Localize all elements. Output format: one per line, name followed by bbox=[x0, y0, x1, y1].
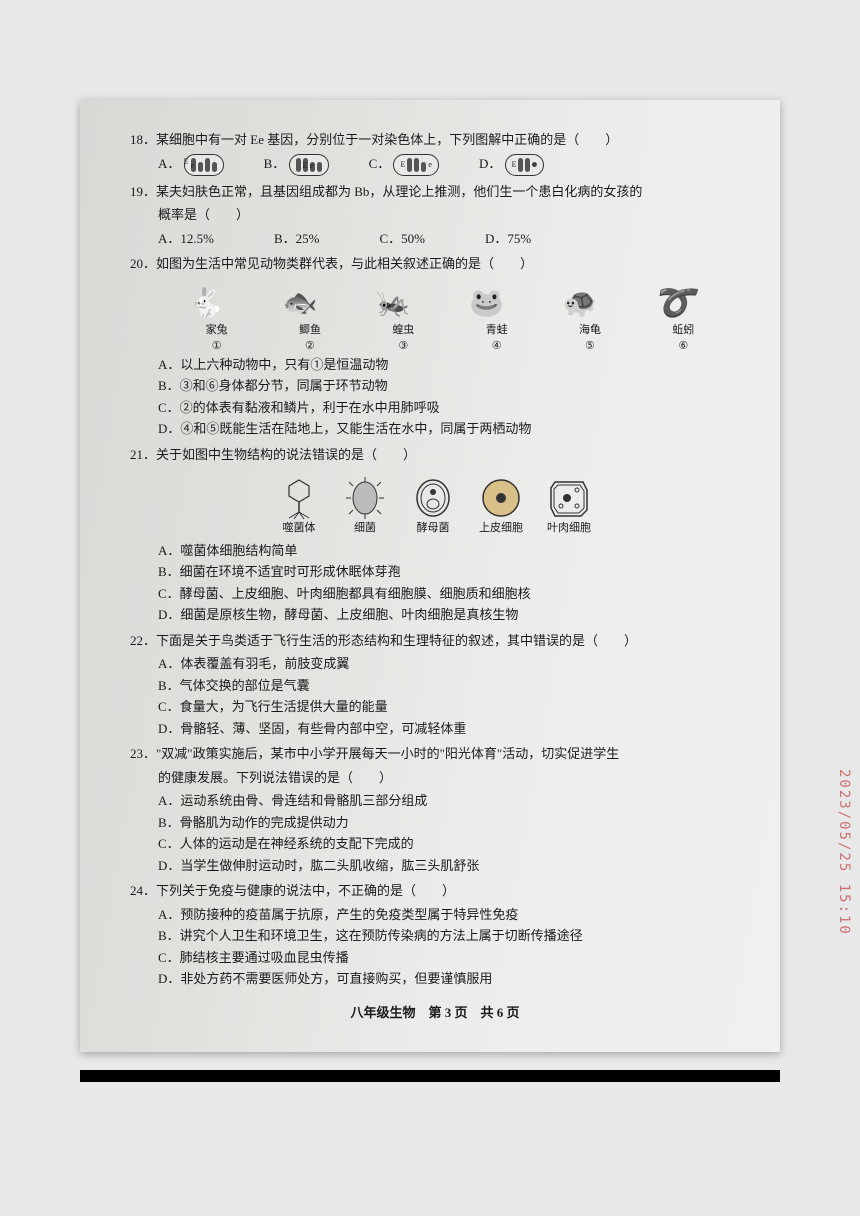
question-18: 18．某细胞中有一对 Ee 基因，分别位于一对染色体上，下列图解中正确的是（ ）… bbox=[130, 130, 740, 176]
question-24: 24．下列关于免疫与健康的说法中，不正确的是（ ） A．预防接种的疫苗属于抗原，… bbox=[130, 881, 740, 989]
q24-opt-b: B．讲究个人卫生和环境卫生，这在预防传染病的方法上属于切断传播途径 bbox=[130, 926, 740, 946]
epithelial-icon bbox=[479, 476, 523, 520]
q19-opt-b: B．25% bbox=[274, 229, 320, 249]
frog-icon: 🐸 bbox=[457, 286, 517, 322]
q21-opt-c: C．酵母菌、上皮细胞、叶肉细胞都具有细胞膜、细胞质和细胞核 bbox=[130, 584, 740, 604]
q18-opt-c: C． E e bbox=[369, 154, 439, 176]
q19-stem2: 概率是（ ） bbox=[130, 205, 740, 225]
yeast-icon bbox=[411, 476, 455, 520]
q21-opt-b: B．细菌在环境不适宜时可形成休眠体芽孢 bbox=[130, 562, 740, 582]
q21-opt-a: A．噬菌体细胞结构简单 bbox=[130, 541, 740, 561]
q22-opt-c: C．食量大，为飞行生活提供大量的能量 bbox=[130, 697, 740, 717]
q18-opt-d: D． Ee bbox=[479, 154, 545, 176]
q22-opt-b: B．气体交换的部位是气囊 bbox=[130, 676, 740, 696]
cell-phage: 噬菌体 bbox=[279, 476, 319, 537]
cell-mesophyll: 叶肉细胞 bbox=[547, 476, 591, 537]
q18-stem: 18．某细胞中有一对 Ee 基因，分别位于一对染色体上，下列图解中正确的是（ ） bbox=[130, 130, 740, 150]
chromosome-diagram-b bbox=[289, 154, 329, 176]
page-shadow-edge bbox=[80, 1070, 780, 1082]
animal-locust: 🦗 蝗虫 ③ bbox=[363, 286, 443, 355]
q20-opt-d: D．④和⑤既能生活在陆地上，又能生活在水中，同属于两栖动物 bbox=[130, 419, 740, 439]
q19-opt-a: A．12.5% bbox=[158, 229, 214, 249]
animal-rabbit: 🐇 家兔 ① bbox=[177, 286, 257, 355]
q21-stem: 21．关于如图中生物结构的说法错误的是（ ） bbox=[130, 445, 740, 465]
q21-opt-d: D．细菌是原核生物，酵母菌、上皮细胞、叶肉细胞是真核生物 bbox=[130, 605, 740, 625]
q23-stem: 23．"双减"政策实施后，某市中小学开展每天一小时的"阳光体育"活动，切实促进学… bbox=[130, 744, 740, 764]
page-footer: 八年级生物 第 3 页 共 6 页 bbox=[130, 1003, 740, 1023]
chromosome-diagram-a bbox=[184, 154, 224, 176]
bacteria-icon bbox=[343, 476, 387, 520]
q23-opt-b: B．骨骼肌为动作的完成提供动力 bbox=[130, 813, 740, 833]
q19-options: A．12.5% B．25% C．50% D．75% bbox=[130, 229, 740, 249]
question-21: 21．关于如图中生物结构的说法错误的是（ ） 噬菌体 bbox=[130, 445, 740, 625]
q22-opt-d: D．骨骼轻、薄、坚固，有些骨内部中空，可减轻体重 bbox=[130, 719, 740, 739]
turtle-icon: 🐢 bbox=[550, 286, 610, 322]
earthworm-icon: ➰ bbox=[643, 286, 703, 322]
q24-opt-c: C．肺结核主要通过吸血昆虫传播 bbox=[130, 948, 740, 968]
q19-stem: 19．某夫妇肤色正常，且基因组成都为 Bb，从理论上推测，他们生一个患白化病的女… bbox=[130, 182, 740, 202]
rabbit-icon: 🐇 bbox=[177, 286, 237, 322]
q22-opt-a: A．体表覆盖有羽毛，前肢变成翼 bbox=[130, 654, 740, 674]
q18-opt-a: A． bbox=[158, 154, 224, 176]
cell-epithelial: 上皮细胞 bbox=[479, 476, 523, 537]
q23-opt-a: A．运动系统由骨、骨连结和骨骼肌三部分组成 bbox=[130, 791, 740, 811]
q22-stem: 22．下面是关于鸟类适于飞行生活的形态结构和生理特征的叙述，其中错误的是（ ） bbox=[130, 631, 740, 651]
q24-stem: 24．下列关于免疫与健康的说法中，不正确的是（ ） bbox=[130, 881, 740, 901]
cell-bacteria: 细菌 bbox=[343, 476, 387, 537]
q23-stem2: 的健康发展。下列说法错误的是（ ） bbox=[130, 768, 740, 788]
q20-opt-b: B．③和⑥身体都分节，同属于环节动物 bbox=[130, 376, 740, 396]
q20-opt-c: C．②的体表有黏液和鳞片，利于在水中用肺呼吸 bbox=[130, 398, 740, 418]
animal-earthworm: ➰ 蚯蚓 ⑥ bbox=[643, 286, 723, 355]
fish-icon: 🐟 bbox=[270, 286, 330, 322]
phage-icon bbox=[279, 476, 319, 520]
mesophyll-icon bbox=[547, 476, 591, 520]
q18-options: A． B． C． E e D． Ee bbox=[130, 154, 740, 176]
animal-turtle: 🐢 海龟 ⑤ bbox=[550, 286, 630, 355]
q24-opt-a: A．预防接种的疫苗属于抗原，产生的免疫类型属于特异性免疫 bbox=[130, 905, 740, 925]
q20-stem: 20．如图为生活中常见动物类群代表，与此相关叙述正确的是（ ） bbox=[130, 254, 740, 274]
chromosome-diagram-c: E e bbox=[393, 154, 438, 176]
camera-timestamp: 2023/05/25 15:10 bbox=[833, 769, 854, 936]
q23-opt-d: D．当学生做伸肘运动时，肱二头肌收缩，肱三头肌舒张 bbox=[130, 856, 740, 876]
question-20: 20．如图为生活中常见动物类群代表，与此相关叙述正确的是（ ） 🐇 家兔 ① 🐟… bbox=[130, 254, 740, 439]
locust-icon: 🦗 bbox=[363, 286, 423, 322]
animal-fish: 🐟 鲫鱼 ② bbox=[270, 286, 350, 355]
q19-opt-d: D．75% bbox=[485, 229, 531, 249]
question-19: 19．某夫妇肤色正常，且基因组成都为 Bb，从理论上推测，他们生一个患白化病的女… bbox=[130, 182, 740, 249]
question-22: 22．下面是关于鸟类适于飞行生活的形态结构和生理特征的叙述，其中错误的是（ ） … bbox=[130, 631, 740, 739]
question-23: 23．"双减"政策实施后，某市中小学开展每天一小时的"阳光体育"活动，切实促进学… bbox=[130, 744, 740, 875]
cell-row: 噬菌体 细菌 bbox=[130, 468, 740, 541]
q18-opt-b: B． bbox=[264, 154, 329, 176]
chromosome-diagram-d: Ee bbox=[505, 154, 545, 176]
cell-yeast: 酵母菌 bbox=[411, 476, 455, 537]
animal-row: 🐇 家兔 ① 🐟 鲫鱼 ② 🦗 蝗虫 ③ 🐸 青蛙 ④ 🐢 海龟 bbox=[130, 278, 740, 355]
animal-frog: 🐸 青蛙 ④ bbox=[457, 286, 537, 355]
exam-page: 18．某细胞中有一对 Ee 基因，分别位于一对染色体上，下列图解中正确的是（ ）… bbox=[80, 100, 780, 1052]
q19-opt-c: C．50% bbox=[379, 229, 425, 249]
q24-opt-d: D．非处方药不需要医师处方，可直接购买，但要谨慎服用 bbox=[130, 969, 740, 989]
q23-opt-c: C．人体的运动是在神经系统的支配下完成的 bbox=[130, 834, 740, 854]
q20-opt-a: A．以上六种动物中，只有①是恒温动物 bbox=[130, 355, 740, 375]
